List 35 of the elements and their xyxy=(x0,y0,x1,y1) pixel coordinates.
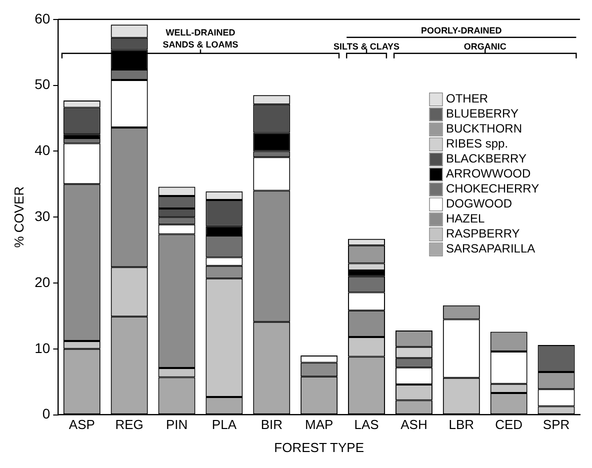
y-tick-label: 0 xyxy=(42,406,50,422)
x-tick-label: REG xyxy=(115,417,144,432)
legend-label: HAZEL xyxy=(446,212,486,226)
legend-label: BLUEBERRY xyxy=(446,106,518,121)
legend-label: ARROWWOOD xyxy=(446,166,531,181)
x-tick-label: ASP xyxy=(68,417,95,432)
legend-label: CHOKECHERRY xyxy=(446,182,540,196)
y-tick-label: 40 xyxy=(34,142,50,158)
x-tick-label: ASH xyxy=(400,417,428,432)
legend-label: DOGWOOD xyxy=(446,196,512,211)
x-tick-label: MAP xyxy=(305,417,334,432)
x-tick-label: BIR xyxy=(260,417,282,432)
x-tick-label: PLA xyxy=(212,417,237,432)
x-axis-title: FOREST TYPE xyxy=(274,440,364,455)
annotation: SILTS & CLAYS xyxy=(334,41,400,52)
x-tick-label: LBR xyxy=(448,417,474,432)
y-tick-label: 20 xyxy=(34,274,50,290)
annotation: WELL-DRAINED SANDS & LOAMS xyxy=(162,27,238,50)
annotation: POORLY-DRAINED xyxy=(421,25,502,36)
annotation: ORGANIC xyxy=(464,41,507,52)
x-tick-label: PIN xyxy=(166,417,188,432)
legend-label: SARSAPARILLA xyxy=(446,242,536,256)
y-tick-label: 10 xyxy=(34,340,50,356)
x-tick-label: CED xyxy=(495,417,523,432)
legend-label: RIBES spp. xyxy=(446,136,508,151)
y-tick-label: 60 xyxy=(34,10,50,26)
y-tick-label: 30 xyxy=(34,208,50,224)
x-tick-label: LAS xyxy=(354,417,380,432)
y-tick-label: 50 xyxy=(34,76,50,92)
legend-label: OTHER xyxy=(446,92,488,106)
x-tick-label: SPR xyxy=(542,417,570,432)
legend-label: BLACKBERRY xyxy=(446,152,526,166)
legend-label: BUCKTHORN xyxy=(446,122,522,136)
y-axis-title: % COVER xyxy=(11,186,26,248)
legend-label: RASPBERRY xyxy=(446,226,520,241)
